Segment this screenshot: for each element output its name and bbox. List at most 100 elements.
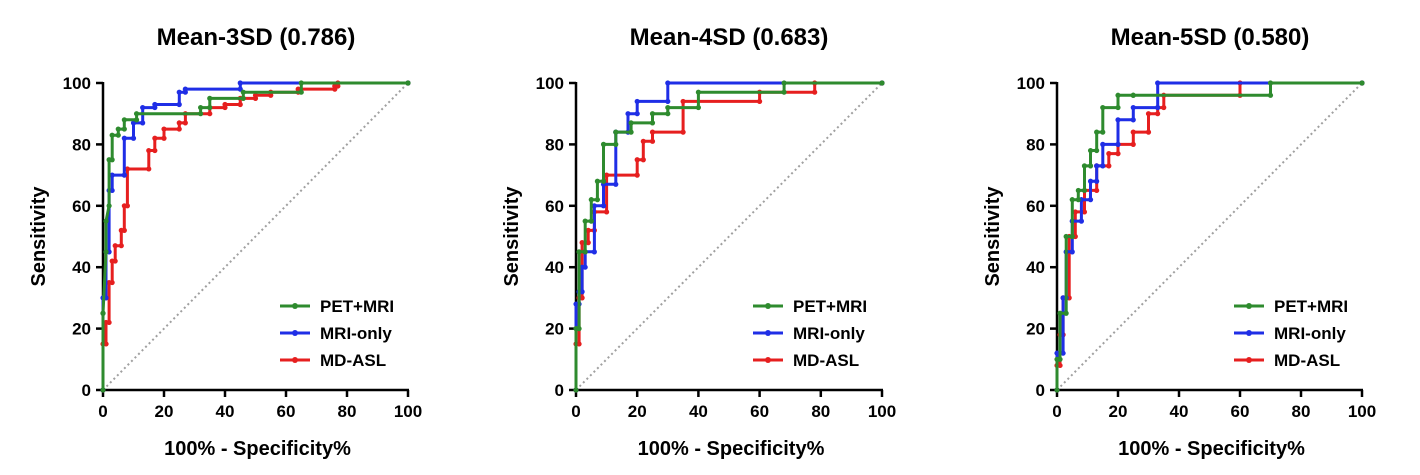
data-point <box>582 249 588 255</box>
data-point <box>106 203 112 209</box>
data-point <box>634 98 640 105</box>
legend-marker <box>765 303 771 309</box>
data-point <box>1100 141 1106 147</box>
data-point <box>579 295 585 301</box>
data-point <box>879 80 885 86</box>
data-point <box>665 111 671 117</box>
y-tick-label: 40 <box>72 258 91 277</box>
data-point <box>146 147 152 154</box>
y-tick-label: 60 <box>72 197 91 216</box>
data-point <box>582 218 588 224</box>
data-point <box>237 101 243 108</box>
data-point <box>1100 104 1106 111</box>
data-point <box>121 227 127 233</box>
data-point <box>665 104 671 111</box>
legend-marker <box>292 330 298 336</box>
x-tick-label: 100 <box>868 402 896 421</box>
data-point <box>680 129 686 135</box>
data-point <box>582 264 588 270</box>
data-point <box>591 249 597 255</box>
legend-label: MRI-only <box>793 324 865 343</box>
y-tick-label: 80 <box>1026 135 1045 154</box>
data-point <box>1100 129 1106 135</box>
legend-label: PET+MRI <box>793 297 867 316</box>
data-point <box>222 101 228 108</box>
data-point <box>1072 209 1078 215</box>
data-point <box>237 80 243 86</box>
data-point <box>591 203 597 209</box>
chart-title: Mean-3SD (0.786) <box>157 24 356 51</box>
data-point <box>1100 163 1106 169</box>
data-point <box>585 227 591 233</box>
data-point <box>640 157 646 163</box>
data-point <box>161 135 167 141</box>
data-point <box>1130 117 1136 123</box>
data-point <box>1161 104 1167 111</box>
data-point <box>103 341 109 347</box>
data-point <box>109 132 115 138</box>
y-tick-label: 20 <box>545 320 564 339</box>
data-point <box>1130 92 1136 98</box>
data-point <box>176 120 182 126</box>
data-point <box>103 218 109 224</box>
data-point <box>198 111 204 117</box>
data-point <box>1115 117 1121 123</box>
data-point <box>594 178 601 184</box>
data-point <box>176 126 182 132</box>
data-point <box>106 319 112 326</box>
data-point <box>1359 80 1365 86</box>
data-point <box>812 89 818 95</box>
data-point <box>649 120 656 126</box>
data-point <box>115 126 121 132</box>
data-point <box>665 98 671 105</box>
data-point <box>240 89 246 95</box>
data-point <box>1115 104 1121 111</box>
chart-title: Mean-4SD (0.683) <box>630 24 829 51</box>
y-tick-label: 0 <box>1036 381 1045 400</box>
data-point <box>573 387 579 393</box>
x-tick-label: 0 <box>571 402 580 421</box>
x-tick-label: 0 <box>1052 402 1061 421</box>
chart-panel-3: Mean-5SD (0.580) 0 20 40 60 80 100 0 20 40 60 80 100… <box>982 24 1376 460</box>
data-point <box>1081 209 1088 215</box>
data-point <box>1094 163 1100 169</box>
x-tick-label: 60 <box>277 402 296 421</box>
y-tick-label: 0 <box>555 381 564 400</box>
data-point <box>1106 151 1112 157</box>
data-point <box>1145 129 1152 135</box>
data-point <box>100 310 106 316</box>
data-point <box>576 326 582 332</box>
y-tick-label: 60 <box>1026 197 1045 216</box>
data-point <box>1054 350 1060 356</box>
data-point <box>152 135 158 141</box>
data-point <box>1078 218 1084 224</box>
x-tick-label: 20 <box>628 402 647 421</box>
data-point <box>628 129 634 135</box>
data-point <box>576 341 582 347</box>
data-point <box>1130 141 1136 147</box>
x-tick-label: 40 <box>689 402 708 421</box>
data-point <box>124 166 130 172</box>
data-point <box>109 279 115 286</box>
data-point <box>695 104 702 111</box>
data-point <box>649 129 656 135</box>
legend-marker <box>292 357 298 363</box>
legend-marker <box>1246 303 1252 309</box>
data-point <box>207 95 213 101</box>
data-point <box>757 98 763 105</box>
data-point <box>130 135 137 141</box>
data-point <box>1069 249 1075 255</box>
data-point <box>1081 187 1088 194</box>
data-point <box>640 138 646 144</box>
data-point <box>600 141 607 147</box>
x-tick-label: 60 <box>750 402 769 421</box>
x-tick-label: 100 <box>394 402 422 421</box>
data-point <box>1115 92 1121 98</box>
data-point <box>140 104 146 111</box>
reference-diagonal-line <box>575 82 883 391</box>
data-point <box>600 178 607 184</box>
data-point <box>1063 310 1069 316</box>
legend-label: MRI-only <box>320 324 392 343</box>
